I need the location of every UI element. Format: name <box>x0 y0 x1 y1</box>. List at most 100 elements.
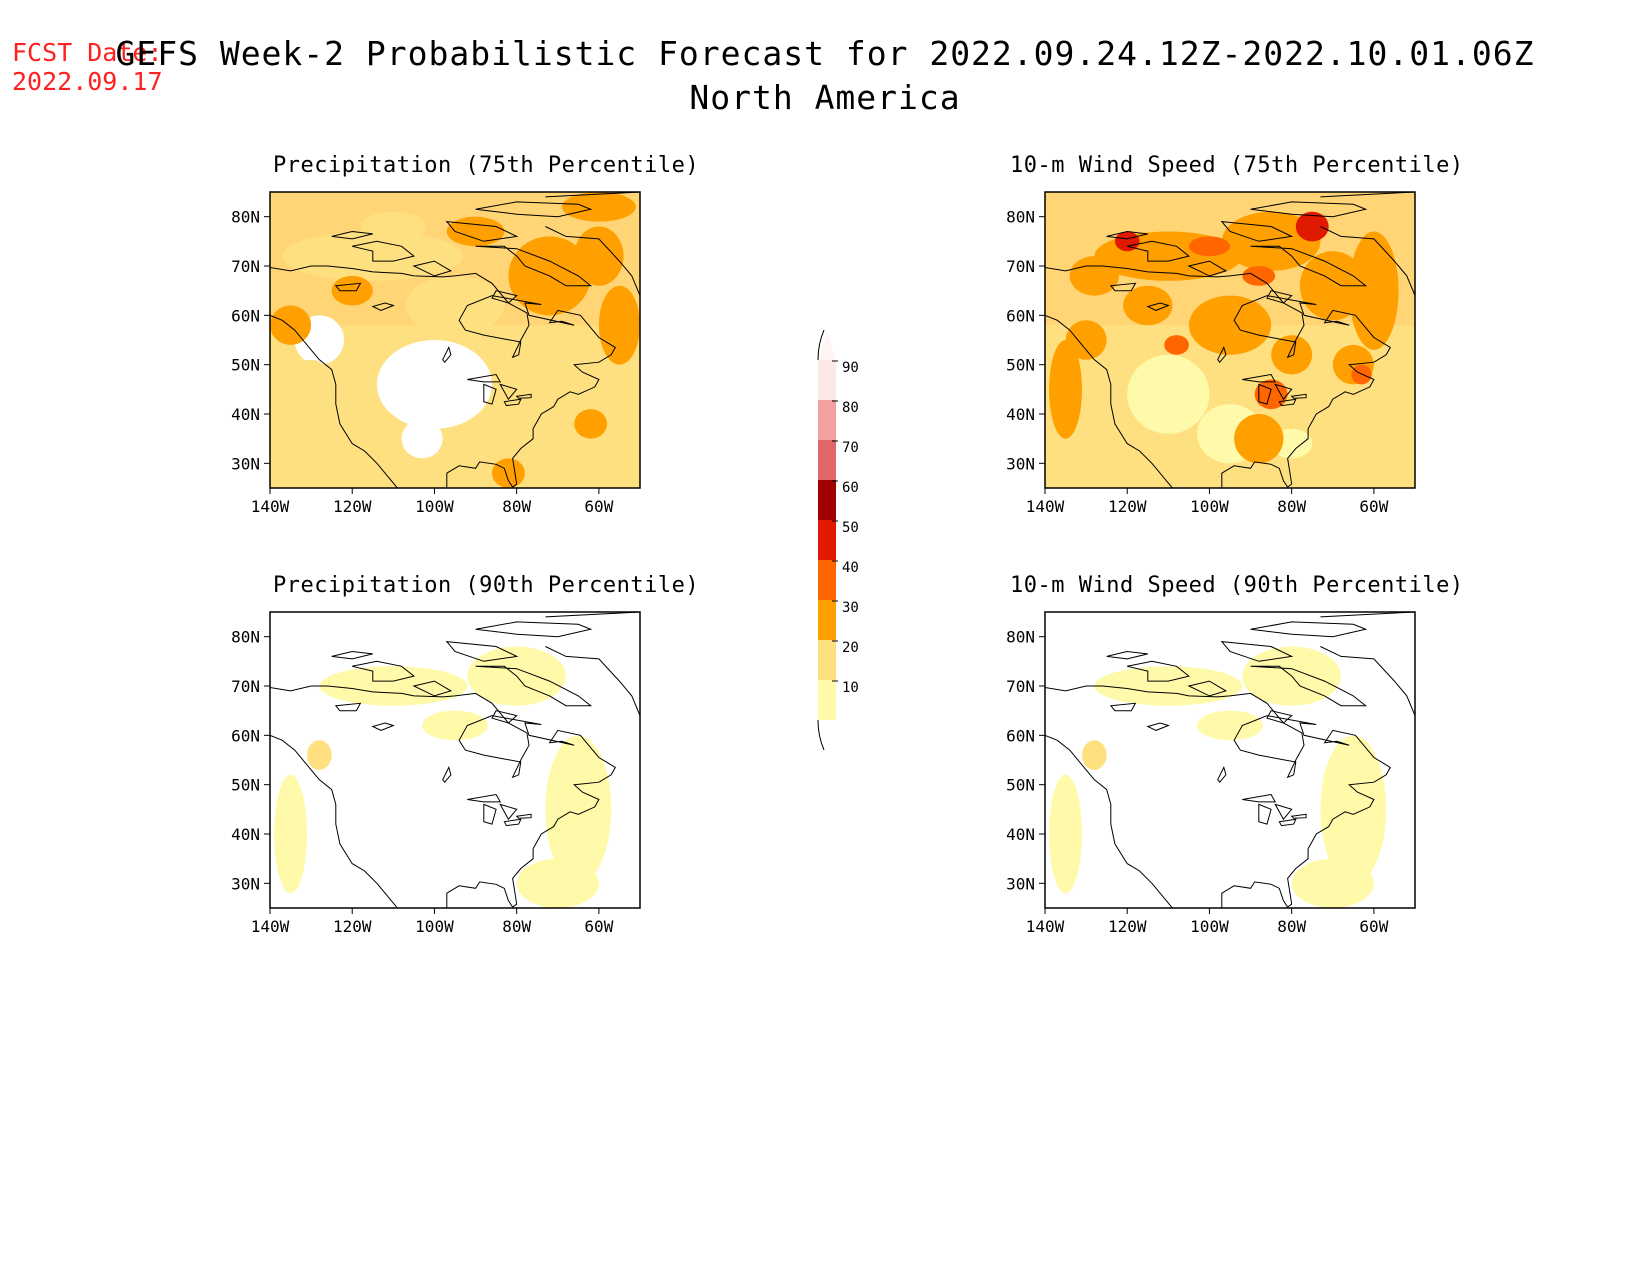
island-coast <box>352 660 416 682</box>
shading-patch <box>446 216 505 247</box>
greenland-coast <box>1320 192 1415 317</box>
shading-patch <box>492 458 525 488</box>
colorbar-swatch <box>818 640 836 680</box>
island-coast <box>491 710 518 724</box>
lon-tick-label: 140W <box>251 497 290 516</box>
shading-patch <box>1114 231 1140 252</box>
shading-patch <box>1299 251 1366 321</box>
lon-tick-label: 120W <box>1108 497 1147 516</box>
colorbar-label: 50 <box>842 520 859 536</box>
lake-outline <box>1278 398 1297 407</box>
lat-tick-label: 60N <box>1006 306 1035 325</box>
lon-tick-label: 140W <box>1026 917 1065 936</box>
island-coast <box>1266 710 1293 724</box>
island-coast <box>1250 245 1368 287</box>
map-wind-75: 80N 70N 60N 50N 40N 30N 140W 120W 100W 80W 60W <box>1006 191 1416 516</box>
lat-tick-label: 50N <box>1006 776 1035 795</box>
lake-outline <box>442 766 452 783</box>
shading-patch <box>274 774 307 894</box>
lat-tick-label: 70N <box>231 257 260 276</box>
lon-tick-label: 120W <box>1108 917 1147 936</box>
lake-outline <box>483 803 497 825</box>
map-frame <box>269 611 641 909</box>
map-shading <box>270 612 640 908</box>
island-coast <box>1266 290 1293 304</box>
island-coast <box>412 260 453 277</box>
map-shading <box>1045 612 1415 908</box>
lon-tick-label: 100W <box>1190 497 1229 516</box>
colorbar-label: 80 <box>842 400 859 416</box>
colorbar-label: 70 <box>842 440 859 456</box>
colorbar-label: 60 <box>842 480 859 496</box>
lon-tick-label: 60W <box>584 917 613 936</box>
colorbar-label: 30 <box>842 600 859 616</box>
shading-patch <box>1164 335 1189 355</box>
map-precip-90: 80N 70N 60N 50N 40N 30N 140W 120W 100W 80W 60W <box>231 611 641 936</box>
panel-precip-90: Precipitation (90th Percentile) 80N 70N 60… <box>205 570 699 950</box>
lat-tick-label: 80N <box>1006 628 1035 647</box>
shading-patch <box>1094 666 1243 706</box>
lat-tick-label: 60N <box>1006 726 1035 745</box>
island-coast <box>1220 220 1294 242</box>
shading-patch <box>1271 335 1313 375</box>
shading-patch <box>307 740 332 770</box>
lake-outline <box>334 702 362 712</box>
lon-tick-label: 140W <box>1026 497 1065 516</box>
lat-tick-label: 40N <box>1006 405 1035 424</box>
lon-tick-label: 100W <box>415 497 454 516</box>
lat-tick-label: 40N <box>231 825 260 844</box>
shading-patch <box>376 340 492 429</box>
shading-patch <box>574 226 624 286</box>
colorbar-swatch <box>818 680 836 720</box>
island-coast <box>1250 621 1368 638</box>
shading-patch <box>405 275 505 336</box>
page-title: GEFS Week-2 Probabilistic Forecast for 2… <box>0 32 1650 120</box>
lake-outline <box>483 383 497 405</box>
lake-outline <box>334 282 362 292</box>
lake-outline <box>1217 346 1227 363</box>
lat-tick-label: 80N <box>1006 208 1035 227</box>
colorbar-swatch <box>818 560 836 600</box>
coastlines <box>1045 192 1415 488</box>
shading-patch <box>1197 710 1263 741</box>
lake-outline <box>1274 803 1293 821</box>
shading-patch <box>1351 364 1372 385</box>
island-coast <box>352 240 416 262</box>
colorbar-top-cap <box>818 332 836 360</box>
island-coast <box>1250 665 1368 707</box>
greenland-coast <box>545 612 640 737</box>
map-frame <box>1044 191 1416 489</box>
colorbar-label: 90 <box>842 360 859 376</box>
lake-outline <box>1217 766 1227 783</box>
shading-patch <box>1188 236 1230 257</box>
colorbar-swatch <box>818 480 836 520</box>
lat-tick-label: 80N <box>231 208 260 227</box>
panel-title: 10-m Wind Speed (75th Percentile) <box>1010 153 1464 178</box>
lake-outline <box>499 803 518 821</box>
lon-tick-label: 100W <box>415 917 454 936</box>
shading-patch <box>1069 256 1119 296</box>
lake-outline <box>467 373 502 383</box>
lat-tick-label: 30N <box>1006 454 1035 473</box>
lat-tick-label: 70N <box>231 677 260 696</box>
colorbar-label: 40 <box>842 560 859 576</box>
title-line-2: North America <box>689 78 961 117</box>
lat-tick-label: 30N <box>231 454 260 473</box>
colorbar-label: 10 <box>842 680 859 696</box>
lat-tick-label: 40N <box>231 405 260 424</box>
lake-outline <box>499 383 518 401</box>
coastlines <box>270 192 640 488</box>
lon-tick-label: 120W <box>333 497 372 516</box>
shading-patch <box>561 192 636 222</box>
island-coast <box>445 640 519 662</box>
colorbar-swatch <box>818 400 836 440</box>
lat-tick-label: 50N <box>231 356 260 375</box>
lake-outline <box>1109 282 1137 292</box>
shading-patch <box>545 735 612 884</box>
island-coast <box>475 665 593 707</box>
lon-tick-label: 60W <box>584 497 613 516</box>
island-coast <box>331 650 373 660</box>
lake-outline <box>1242 373 1277 383</box>
shading-patch <box>1188 295 1272 355</box>
shading-patch <box>401 418 443 459</box>
